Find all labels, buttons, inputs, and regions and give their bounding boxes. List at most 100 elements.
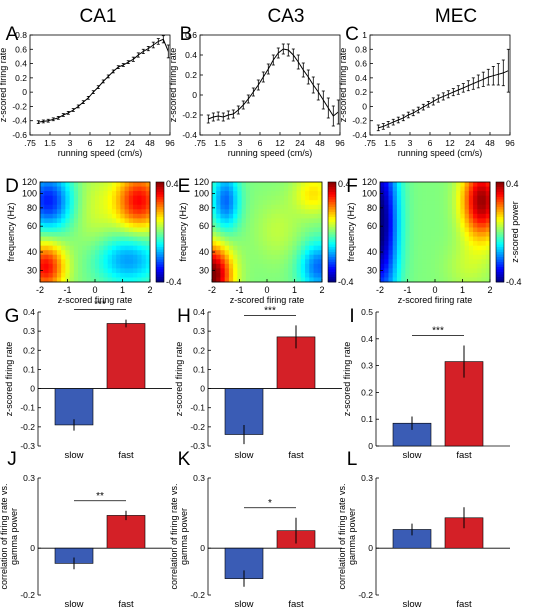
heatmap-cell xyxy=(401,195,406,201)
heatmap-cell xyxy=(52,245,58,251)
heatmap-cell xyxy=(56,209,62,215)
heatmap-cell xyxy=(477,245,482,251)
heatmap-cell xyxy=(82,182,87,187)
heatmap-cell xyxy=(120,200,126,206)
heatmap-cell xyxy=(224,236,230,242)
heatmap-cell xyxy=(439,204,444,210)
heatmap-cell xyxy=(300,218,306,224)
heatmap-cell xyxy=(128,200,134,206)
heatmap-cell xyxy=(317,250,323,256)
heatmap-cell xyxy=(241,263,247,269)
heatmap-cell xyxy=(107,213,113,219)
heatmap-cell xyxy=(409,213,415,219)
heatmap-cell xyxy=(380,272,385,278)
heatmap-cell xyxy=(44,191,49,197)
heatmap-cell xyxy=(212,204,217,210)
heatmap-cell xyxy=(133,200,138,206)
heatmap-cell xyxy=(288,250,293,256)
heatmap-cell xyxy=(426,250,432,256)
heatmap-cell xyxy=(78,236,83,242)
heatmap-cell xyxy=(443,245,449,251)
y-tick-label: 0.6 xyxy=(185,30,197,40)
heatmap-cell xyxy=(313,272,319,278)
heatmap-cell xyxy=(384,204,389,210)
heatmap-cell xyxy=(228,213,234,219)
heatmap-cell xyxy=(409,241,415,247)
significance-marker: *** xyxy=(432,326,444,337)
heatmap-cell xyxy=(40,204,45,210)
x-tick-label: 48 xyxy=(485,138,495,148)
heatmap-cell xyxy=(413,250,419,256)
heatmap-cell xyxy=(237,195,243,201)
heatmap-cell xyxy=(137,191,142,197)
heatmap-cell xyxy=(95,195,100,201)
colorbar-segment xyxy=(496,244,504,248)
heatmap-cell xyxy=(430,268,436,274)
heatmap-cell xyxy=(305,277,310,283)
colorbar-segment xyxy=(156,207,164,210)
heatmap-cell xyxy=(380,241,385,247)
colorbar-segment xyxy=(156,214,164,218)
heatmap-cell xyxy=(128,272,134,278)
heatmap-cell xyxy=(288,277,293,283)
heatmap-cell xyxy=(309,241,314,247)
heatmap-cell xyxy=(224,277,230,283)
heatmap-cell xyxy=(288,236,293,242)
heatmap-cell xyxy=(313,191,319,197)
heatmap-cell xyxy=(254,218,259,224)
heatmap-cell xyxy=(141,218,147,224)
heatmap-cell xyxy=(447,191,453,197)
heatmap-cell xyxy=(296,241,302,247)
heatmap-cell xyxy=(418,272,423,278)
colorbar-segment xyxy=(496,219,504,223)
heatmap-cell xyxy=(388,218,394,224)
heatmap-cell xyxy=(413,191,419,197)
heatmap-cell xyxy=(237,218,243,224)
heatmap-cell xyxy=(116,277,121,283)
heatmap-cell xyxy=(224,241,230,247)
heatmap-cell xyxy=(451,277,457,283)
heatmap-cell xyxy=(241,250,247,256)
heatmap-cell xyxy=(422,245,427,251)
heatmap-cell xyxy=(73,200,79,206)
heatmap-cell xyxy=(78,200,83,206)
y-tick-label: 0.2 xyxy=(185,70,197,80)
heatmap-cell xyxy=(99,204,104,210)
heatmap-cell xyxy=(456,200,461,206)
heatmap-cell xyxy=(133,191,138,197)
colorbar-segment xyxy=(156,264,164,268)
heatmap-cell xyxy=(313,245,319,251)
heatmap-cell xyxy=(111,195,117,201)
heatmap-cell xyxy=(82,259,87,265)
heatmap-cell xyxy=(279,277,285,283)
heatmap-cell xyxy=(233,195,238,201)
heatmap-cell xyxy=(145,259,151,265)
heatmap-cell xyxy=(44,268,49,274)
heatmap-cell xyxy=(99,245,104,251)
heatmap-cell xyxy=(141,227,147,233)
heatmap-cell xyxy=(141,213,147,219)
heatmap-cell xyxy=(451,200,457,206)
heatmap-cell xyxy=(430,250,436,256)
heatmap-cell xyxy=(481,241,487,247)
heatmap-cell xyxy=(292,191,298,197)
heatmap-cell xyxy=(413,209,419,215)
heatmap-cell xyxy=(283,245,289,251)
heatmap-cell xyxy=(422,263,427,269)
heatmap-cell xyxy=(283,254,289,260)
x-tick-label: .75 xyxy=(364,138,376,148)
heatmap-cell xyxy=(485,191,491,197)
heatmap-cell xyxy=(212,259,217,265)
heatmap-cell xyxy=(128,241,134,247)
heatmap-cell xyxy=(124,277,130,283)
heatmap-cell xyxy=(73,191,79,197)
y-tick-label: 60 xyxy=(367,221,377,231)
heatmap-cell xyxy=(40,227,45,233)
heatmap-cell xyxy=(245,186,251,192)
heatmap-cell xyxy=(460,182,466,187)
heatmap-cell xyxy=(447,254,453,260)
heatmap-cell xyxy=(250,218,255,224)
colorbar-segment xyxy=(496,182,504,185)
heatmap-cell xyxy=(103,250,109,256)
